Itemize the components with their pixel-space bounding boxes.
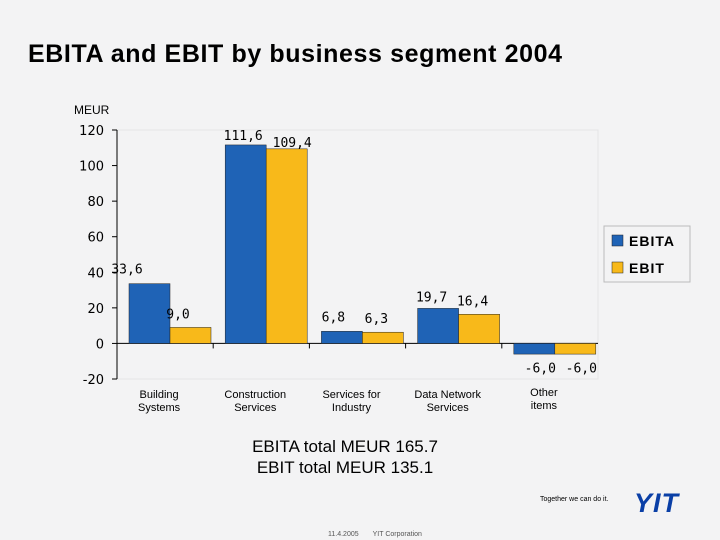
y-tick-label: 20 <box>87 302 104 317</box>
bar-ebit <box>362 331 404 344</box>
data-label-ebit: -6,0 <box>566 361 597 376</box>
category-label: Data Network <box>414 389 481 401</box>
bar-ebit <box>169 327 212 344</box>
bar-ebit <box>265 148 308 344</box>
y-tick-label: 120 <box>79 124 104 139</box>
yit-logo: YIT <box>634 488 680 518</box>
data-label-ebit: 16,4 <box>457 294 488 309</box>
category-label: Industry <box>332 402 372 414</box>
bar-ebita <box>417 308 459 344</box>
bar-ebit <box>554 343 597 355</box>
bar-ebita <box>224 144 267 344</box>
category-label: Systems <box>138 402 181 414</box>
data-label-ebita: 19,7 <box>416 290 447 305</box>
bar-ebita <box>321 331 363 344</box>
tagline: Together we can do it. <box>540 496 609 503</box>
ebit-total-text: EBIT total MEUR 135.1 <box>256 458 434 477</box>
legend-swatch-ebita <box>611 234 624 247</box>
y-tick-label: 40 <box>87 266 104 281</box>
bar-ebit <box>458 314 500 344</box>
bar-ebita <box>513 343 556 355</box>
data-label-ebita: 6,8 <box>322 310 345 325</box>
data-label-ebita: 33,6 <box>111 263 142 278</box>
category-label: Building <box>140 389 179 401</box>
y-axis-unit-label: MEUR <box>74 103 110 117</box>
y-tick-label: -20 <box>83 373 104 388</box>
data-label-ebita: -6,0 <box>525 361 556 376</box>
legend-swatch-ebit <box>611 261 624 274</box>
category-label: items <box>531 400 558 412</box>
category-label: Construction <box>224 389 286 401</box>
footer-date: 11.4.2005 <box>328 531 359 538</box>
slide-title: EBITA and EBIT by business segment 2004 <box>28 40 563 68</box>
bar-ebita <box>128 283 171 344</box>
category-label: Other <box>530 387 558 399</box>
data-label-ebit: 6,3 <box>365 312 388 327</box>
footer-company: YIT Corporation <box>372 531 422 538</box>
data-label-ebita: 111,6 <box>224 129 263 144</box>
data-label-ebit: 109,4 <box>273 136 312 151</box>
totals-block: EBITA total MEUR 165.7 EBIT total MEUR 1… <box>200 436 490 478</box>
legend-label-ebita: EBITA <box>629 233 675 249</box>
category-label: Services <box>234 402 277 414</box>
footer: 11.4.2005 YIT Corporation <box>328 531 436 538</box>
category-label: Services for <box>322 389 380 401</box>
ebita-total-text: EBITA total MEUR 165.7 <box>252 437 438 456</box>
y-tick-label: 80 <box>87 195 104 210</box>
legend-label-ebit: EBIT <box>629 260 665 276</box>
y-tick-label: 60 <box>87 231 104 246</box>
data-label-ebit: 9,0 <box>166 307 189 322</box>
y-tick-label: 100 <box>79 160 104 175</box>
category-label: Services <box>427 402 470 414</box>
y-tick-label: 0 <box>96 337 104 352</box>
